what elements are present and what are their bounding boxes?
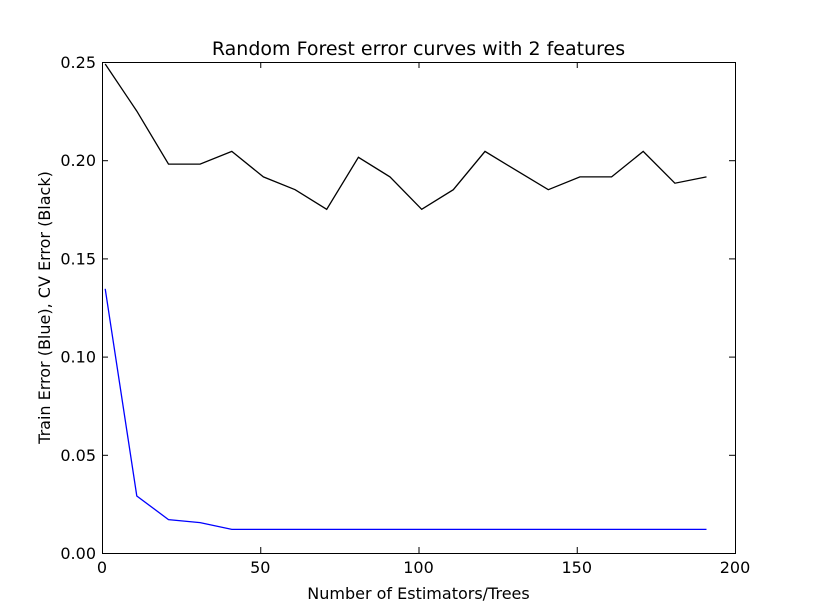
y-tick-label: 0.20 (60, 151, 96, 170)
x-tick-label: 0 (97, 558, 107, 577)
series-line-1 (104, 288, 707, 531)
x-tick-label: 200 (720, 558, 751, 577)
x-tick-label: 100 (403, 558, 434, 577)
x-axis-label: Number of Estimators/Trees (307, 584, 529, 603)
y-tick-label: 0.00 (60, 544, 96, 563)
y-axis-label: Train Error (Blue), CV Error (Black) (35, 171, 54, 445)
y-tick-label: 0.05 (60, 446, 96, 465)
series-line-0 (104, 63, 707, 211)
x-tick-label: 150 (561, 558, 592, 577)
y-tick-label: 0.25 (60, 53, 96, 72)
y-tick-label: 0.15 (60, 249, 96, 268)
chart-title: Random Forest error curves with 2 featur… (212, 38, 625, 60)
ticks-layer: 0 50 100 150 200 0.00 0.05 0.10 0.15 0.20 0.25 (60, 53, 750, 577)
y-tick-label: 0.10 (60, 348, 96, 367)
series-layer (104, 63, 707, 531)
x-tick-label: 50 (250, 558, 270, 577)
plot-frame (102, 62, 736, 554)
